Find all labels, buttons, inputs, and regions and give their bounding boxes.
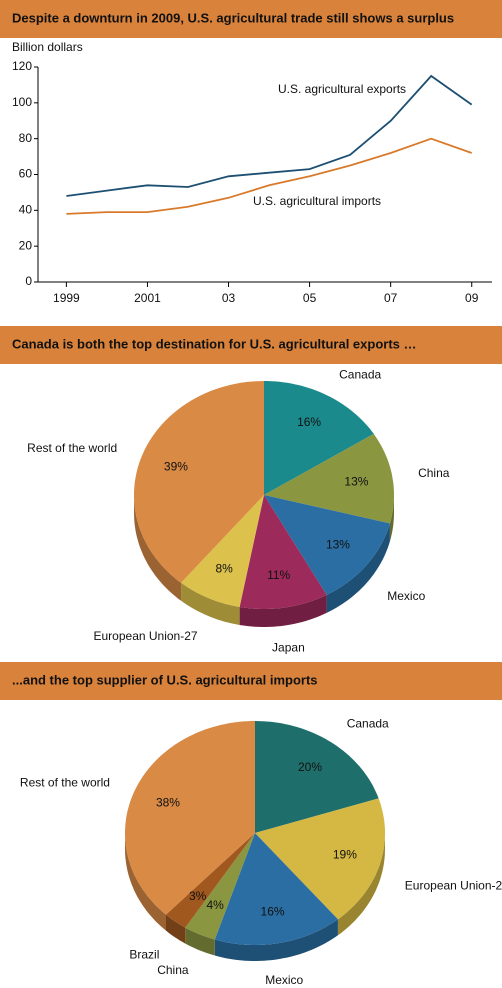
line-series	[66, 137, 472, 215]
value-label: 4%	[206, 898, 224, 912]
slice-side	[326, 523, 390, 613]
y-axis-label: Billion dollars	[12, 40, 83, 54]
x-tick-label: 05	[303, 291, 317, 305]
slice	[264, 433, 394, 524]
y-tick-label: 20	[19, 238, 33, 252]
slice	[255, 798, 385, 920]
series-label: U.S. agricultural imports	[253, 194, 381, 208]
slice-label: Canada	[347, 716, 389, 730]
slice	[214, 833, 338, 945]
header-bar	[0, 0, 502, 38]
slice-side	[181, 582, 240, 625]
slice-label: Canada	[339, 367, 381, 381]
slice	[134, 381, 264, 583]
value-label: 11%	[267, 568, 290, 582]
slice-label: China	[418, 466, 450, 480]
value-label: 13%	[326, 537, 350, 551]
slice-side	[185, 927, 215, 956]
slice-label: Mexico	[387, 589, 425, 603]
slice-side	[134, 495, 182, 601]
slice-side	[166, 914, 186, 944]
slice-label: Rest of the world	[20, 776, 110, 790]
value-label: 3%	[189, 889, 207, 903]
slice	[239, 495, 327, 609]
slice	[166, 833, 255, 928]
slice	[185, 833, 255, 940]
x-tick-label: 07	[384, 291, 398, 305]
value-label: 16%	[261, 904, 285, 918]
y-tick-label: 60	[19, 167, 33, 181]
header-bar	[0, 662, 502, 700]
slice-label: Mexico	[265, 973, 303, 987]
value-label: 19%	[333, 848, 357, 862]
slice-label: Rest of the world	[27, 441, 117, 455]
slice-label: European Union-27	[94, 629, 198, 643]
header-bar	[0, 326, 502, 364]
chart-title: Despite a downturn in 2009, U.S. agricul…	[12, 10, 454, 25]
slice	[255, 721, 379, 833]
slice	[181, 495, 264, 607]
y-tick-label: 40	[19, 203, 33, 217]
line-series	[66, 74, 473, 197]
slice-label: European Union-27	[405, 879, 502, 893]
x-tick-label: 1999	[53, 291, 80, 305]
x-tick-label: 2001	[134, 291, 161, 305]
slice-label: China	[157, 963, 189, 977]
value-label: 16%	[297, 415, 321, 429]
slice-side	[337, 833, 385, 936]
slice-side	[214, 919, 338, 961]
y-tick-label: 0	[25, 274, 32, 288]
chart-title: ...and the top supplier of U.S. agricult…	[12, 672, 318, 687]
y-tick-label: 120	[12, 59, 32, 73]
x-tick-label: 03	[222, 291, 236, 305]
value-label: 20%	[298, 760, 322, 774]
slice-label: Japan	[272, 640, 305, 654]
series-label: U.S. agricultural exports	[278, 82, 406, 96]
value-label: 8%	[215, 561, 233, 575]
slice-side	[239, 594, 327, 627]
slice-side	[389, 495, 394, 542]
slice	[264, 381, 374, 495]
chart-title: Canada is both the top destination for U…	[12, 336, 417, 351]
x-tick-label: 09	[465, 291, 479, 305]
y-tick-label: 100	[12, 95, 32, 109]
value-label: 38%	[156, 795, 180, 809]
value-label: 39%	[164, 459, 188, 473]
slice	[125, 721, 255, 915]
slice	[264, 495, 390, 595]
slice-side	[125, 833, 166, 931]
y-tick-label: 80	[19, 131, 33, 145]
slice-label: Brazil	[129, 947, 159, 961]
value-label: 13%	[344, 474, 368, 488]
